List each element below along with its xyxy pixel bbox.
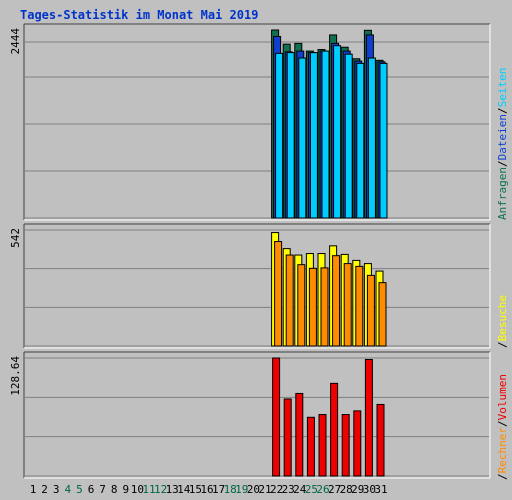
bar-rechner-day-26: [320, 267, 329, 347]
chart-title: Tages-Statistik im Monat Mai 2019: [20, 8, 258, 22]
bar-seiten-day-31: [379, 62, 388, 219]
x-tick-label-day-24: 24: [293, 483, 307, 496]
x-tick-label-day-23: 23: [282, 483, 295, 496]
bar-seiten-day-23: [286, 52, 295, 219]
bar-rechner-day-28: [343, 263, 352, 347]
bar-seiten-day-27: [333, 45, 342, 219]
x-tick-label-day-22: 22: [270, 483, 283, 496]
bar-volumen-day-31: [376, 403, 385, 477]
x-tick-label-day-6: 6: [88, 483, 95, 496]
bar-volumen-day-22: [272, 357, 281, 477]
bar-volumen-day-25: [306, 416, 315, 477]
bar-volumen-day-30: [364, 359, 373, 477]
legend: Anfragen/Dateien/Seiten/Besuche/Rechner/…: [496, 68, 509, 480]
bar-seiten-day-26: [321, 50, 330, 219]
bar-seiten-day-25: [309, 52, 318, 219]
x-tick-label-day-7: 7: [99, 483, 106, 496]
panel-background: [24, 352, 490, 478]
x-tick-label-day-11: 11: [142, 483, 155, 496]
x-tick-label-day-1: 1: [30, 483, 37, 496]
legend-separator: /: [496, 341, 509, 348]
bar-volumen-day-24: [295, 392, 304, 477]
x-tick-label-day-25: 25: [305, 483, 318, 496]
legend-separator: /: [496, 420, 509, 427]
bar-rechner-day-23: [285, 254, 294, 347]
x-tick-label-day-3: 3: [53, 483, 60, 496]
x-tick-label-day-16: 16: [200, 483, 213, 496]
legend-item-besuche: Besuche: [496, 295, 509, 341]
bar-seiten-day-30: [367, 57, 376, 219]
panel-hits: 2444: [9, 23, 491, 221]
x-tick-label-day-12: 12: [154, 483, 167, 496]
x-tick-label-day-26: 26: [316, 483, 329, 496]
x-tick-label-day-20: 20: [247, 483, 260, 496]
bar-volumen-day-27: [330, 382, 339, 477]
y-axis-max-label: 542: [9, 228, 22, 248]
legend-separator: /: [496, 107, 509, 114]
bar-volumen-day-29: [353, 410, 362, 477]
x-tick-label-day-28: 28: [340, 483, 353, 496]
x-tick-label-day-21: 21: [258, 483, 271, 496]
bar-rechner-day-25: [308, 267, 317, 347]
x-tick-label-day-19: 19: [235, 483, 248, 496]
x-tick-label-day-5: 5: [76, 483, 83, 496]
x-tick-label-day-27: 27: [328, 483, 341, 496]
legend-item-dateien: Dateien: [496, 114, 509, 160]
panel-background: [24, 224, 490, 348]
bar-rechner-day-27: [332, 255, 341, 347]
x-axis-day-labels: 1 2 3 4 5 6 7 8 9 1011121314151617181920212223242…: [30, 483, 388, 496]
x-tick-label-day-15: 15: [189, 483, 202, 496]
legend-separator: /: [496, 473, 509, 480]
x-tick-label-day-14: 14: [177, 483, 191, 496]
bar-rechner-day-30: [366, 274, 375, 347]
x-tick-label-day-10: 10: [131, 483, 144, 496]
legend-item-seiten: Seiten: [496, 68, 509, 108]
bar-seiten-day-29: [356, 62, 365, 219]
bar-rechner-day-24: [297, 264, 306, 347]
x-tick-label-day-17: 17: [212, 483, 225, 496]
x-tick-label-day-4: 4: [64, 483, 71, 496]
x-tick-label-day-2: 2: [41, 483, 48, 496]
x-tick-label-day-8: 8: [111, 483, 118, 496]
bar-rechner-day-31: [378, 282, 387, 347]
legend-group: Anfragen/Dateien/Seiten: [496, 68, 509, 220]
y-axis-max-label: 128.64: [9, 356, 22, 396]
bar-volumen-day-23: [283, 398, 292, 477]
bar-volumen-day-26: [318, 414, 327, 477]
legend-separator: /: [496, 160, 509, 167]
y-axis-max-label: 2444: [9, 28, 22, 55]
legend-item-volumen: Volumen: [496, 374, 509, 420]
x-tick-label-day-31: 31: [374, 483, 387, 496]
chart-panels: 2444 542 128.64: [9, 23, 491, 479]
legend-group: /Rechner/Volumen: [496, 374, 509, 480]
x-tick-label-day-30: 30: [363, 483, 376, 496]
legend-group: /Besuche: [496, 295, 509, 348]
x-tick-label-day-29: 29: [351, 483, 364, 496]
bar-seiten-day-24: [298, 57, 307, 219]
x-tick-label-day-9: 9: [122, 483, 129, 496]
bar-volumen-day-28: [341, 414, 350, 477]
bar-rechner-day-22: [274, 241, 283, 347]
bar-seiten-day-22: [275, 52, 284, 219]
bar-seiten-day-28: [344, 53, 353, 219]
panel-background: [24, 24, 490, 220]
bar-rechner-day-29: [355, 265, 364, 347]
x-tick-label-day-18: 18: [224, 483, 237, 496]
panel-volume: 128.64: [9, 351, 491, 479]
x-tick-label-day-13: 13: [166, 483, 179, 496]
legend-item-anfragen: Anfragen: [496, 167, 509, 220]
legend-item-rechner: Rechner: [496, 427, 509, 474]
panel-visits: 542: [9, 223, 491, 349]
